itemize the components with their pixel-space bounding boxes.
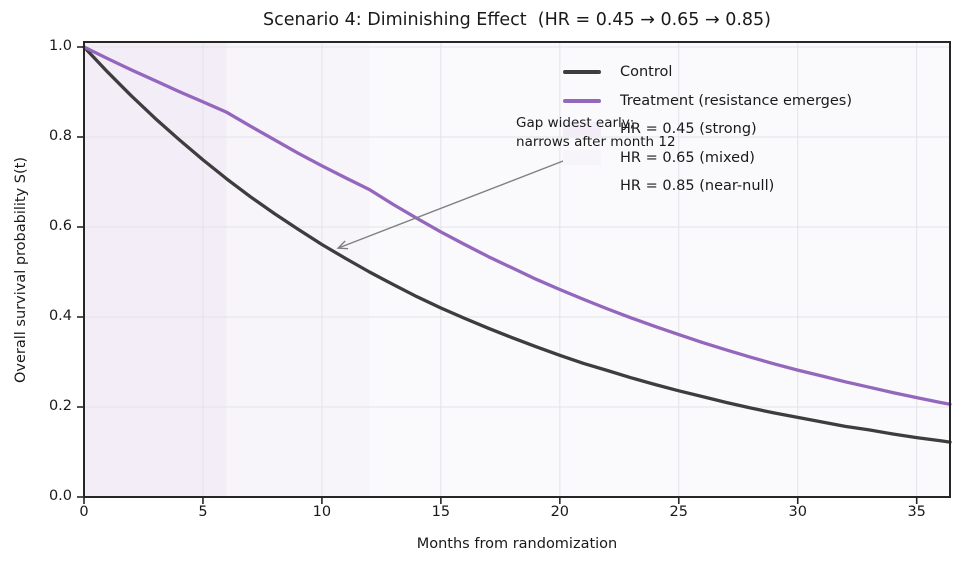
hr-045-patch-swatch	[563, 121, 601, 137]
x-tick-label: 10	[312, 504, 332, 520]
x-tick-label: 0	[79, 504, 89, 520]
legend-item-control: Control	[556, 58, 852, 87]
y-tick-label: 0.8	[48, 128, 72, 144]
hr-region-band	[369, 42, 950, 497]
legend-label: HR = 0.65 (mixed)	[620, 149, 755, 166]
hr-region-band	[84, 42, 227, 497]
legend-item-treatment: Treatment (resistance emerges)	[556, 87, 852, 116]
x-axis-label: Months from randomization	[416, 536, 618, 552]
x-tick-label: 20	[550, 504, 570, 520]
x-tick-label: 25	[669, 504, 688, 520]
y-tick-label: 0.0	[48, 488, 72, 504]
gap-annotation: Gap widest early; narrows after month 12	[516, 114, 676, 152]
annotation-line-1: Gap widest early;	[516, 115, 635, 132]
legend-label: Control	[620, 64, 673, 81]
legend: Control Treatment (resistance emerges) H…	[556, 58, 852, 201]
x-tick-label: 35	[907, 504, 926, 520]
annotation-line-2: narrows after month 12	[516, 134, 676, 151]
legend-label: Treatment (resistance emerges)	[620, 92, 853, 109]
x-tick-label: 30	[788, 504, 807, 520]
legend-label: HR = 0.85 (near-null)	[620, 178, 775, 195]
treatment-curve	[82, 45, 952, 406]
y-axis-label: Overall survival probability S(t)	[13, 156, 29, 384]
chart-title: Scenario 4: Diminishing Effect (HR = 0.4…	[263, 10, 771, 30]
x-tick-label: 15	[431, 504, 451, 520]
x-tick-label: 5	[198, 504, 208, 520]
control-curve	[82, 45, 952, 444]
legend-item-hr-065: HR = 0.65 (mixed)	[556, 144, 852, 173]
y-tick-label: 0.2	[48, 398, 72, 414]
annotation-arrowhead	[336, 240, 349, 250]
hr-region-band	[226, 42, 370, 497]
y-tick-label: 0.4	[48, 308, 72, 324]
axes-spines	[83, 41, 951, 498]
treatment-line-swatch	[563, 98, 601, 103]
y-tick-label: 1.0	[48, 38, 72, 54]
hr-085-patch-swatch	[563, 178, 601, 194]
legend-label: HR = 0.45 (strong)	[620, 121, 757, 138]
hr-065-patch-swatch	[563, 150, 601, 166]
legend-item-hr-045: HR = 0.45 (strong)	[556, 115, 852, 144]
annotation-arrow	[337, 158, 568, 249]
control-line-swatch	[563, 70, 601, 75]
legend-item-hr-085: HR = 0.85 (near-null)	[556, 172, 852, 201]
y-tick-label: 0.6	[48, 218, 72, 234]
